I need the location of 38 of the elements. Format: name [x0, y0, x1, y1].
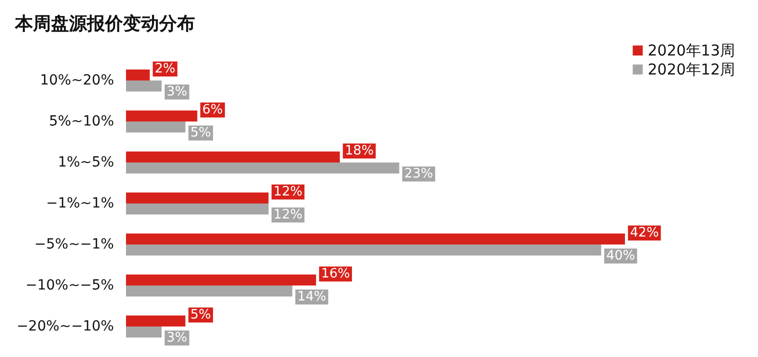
data-label: 23% — [404, 166, 434, 182]
data-label: 5% — [190, 126, 212, 140]
bar — [126, 110, 198, 122]
data-label: 3% — [166, 330, 188, 346]
data-label: 12% — [274, 208, 302, 222]
bar — [126, 326, 162, 338]
data-label: 42% — [630, 226, 659, 240]
bar — [126, 70, 150, 80]
data-label: 12% — [274, 184, 302, 200]
bar — [126, 274, 316, 286]
data-label: 18% — [344, 144, 374, 158]
chart-title: 本周盘源报价变动分布 — [14, 14, 195, 34]
bar — [126, 80, 162, 92]
legend-label: 2020年13周 — [648, 42, 736, 60]
data-label: 16% — [321, 266, 350, 282]
data-label: 40% — [606, 248, 636, 264]
bar — [126, 192, 269, 204]
data-label: 5% — [190, 308, 212, 322]
y-tick-label: −20%~−10% — [16, 318, 114, 334]
y-tick-label: 5%~10% — [48, 114, 114, 130]
data-label: 14% — [297, 290, 326, 304]
y-tick-label: 1%~5% — [58, 154, 114, 170]
data-label: 3% — [166, 84, 188, 100]
bar — [126, 204, 269, 214]
bar — [126, 162, 400, 174]
bar — [126, 122, 186, 132]
legend-label: 2020年12周 — [648, 60, 736, 78]
y-tick-label: −1%~1% — [46, 196, 114, 212]
y-tick-label: −5%~−1% — [34, 236, 114, 252]
y-tick-label: 10%~20% — [40, 72, 114, 88]
data-label: 2% — [154, 62, 176, 76]
bar — [126, 234, 625, 244]
bar — [126, 286, 292, 296]
y-tick-label: −10%~−5% — [25, 278, 114, 294]
bar — [126, 152, 340, 162]
bar — [126, 316, 186, 326]
data-label: 6% — [202, 102, 223, 118]
bar — [126, 244, 602, 256]
